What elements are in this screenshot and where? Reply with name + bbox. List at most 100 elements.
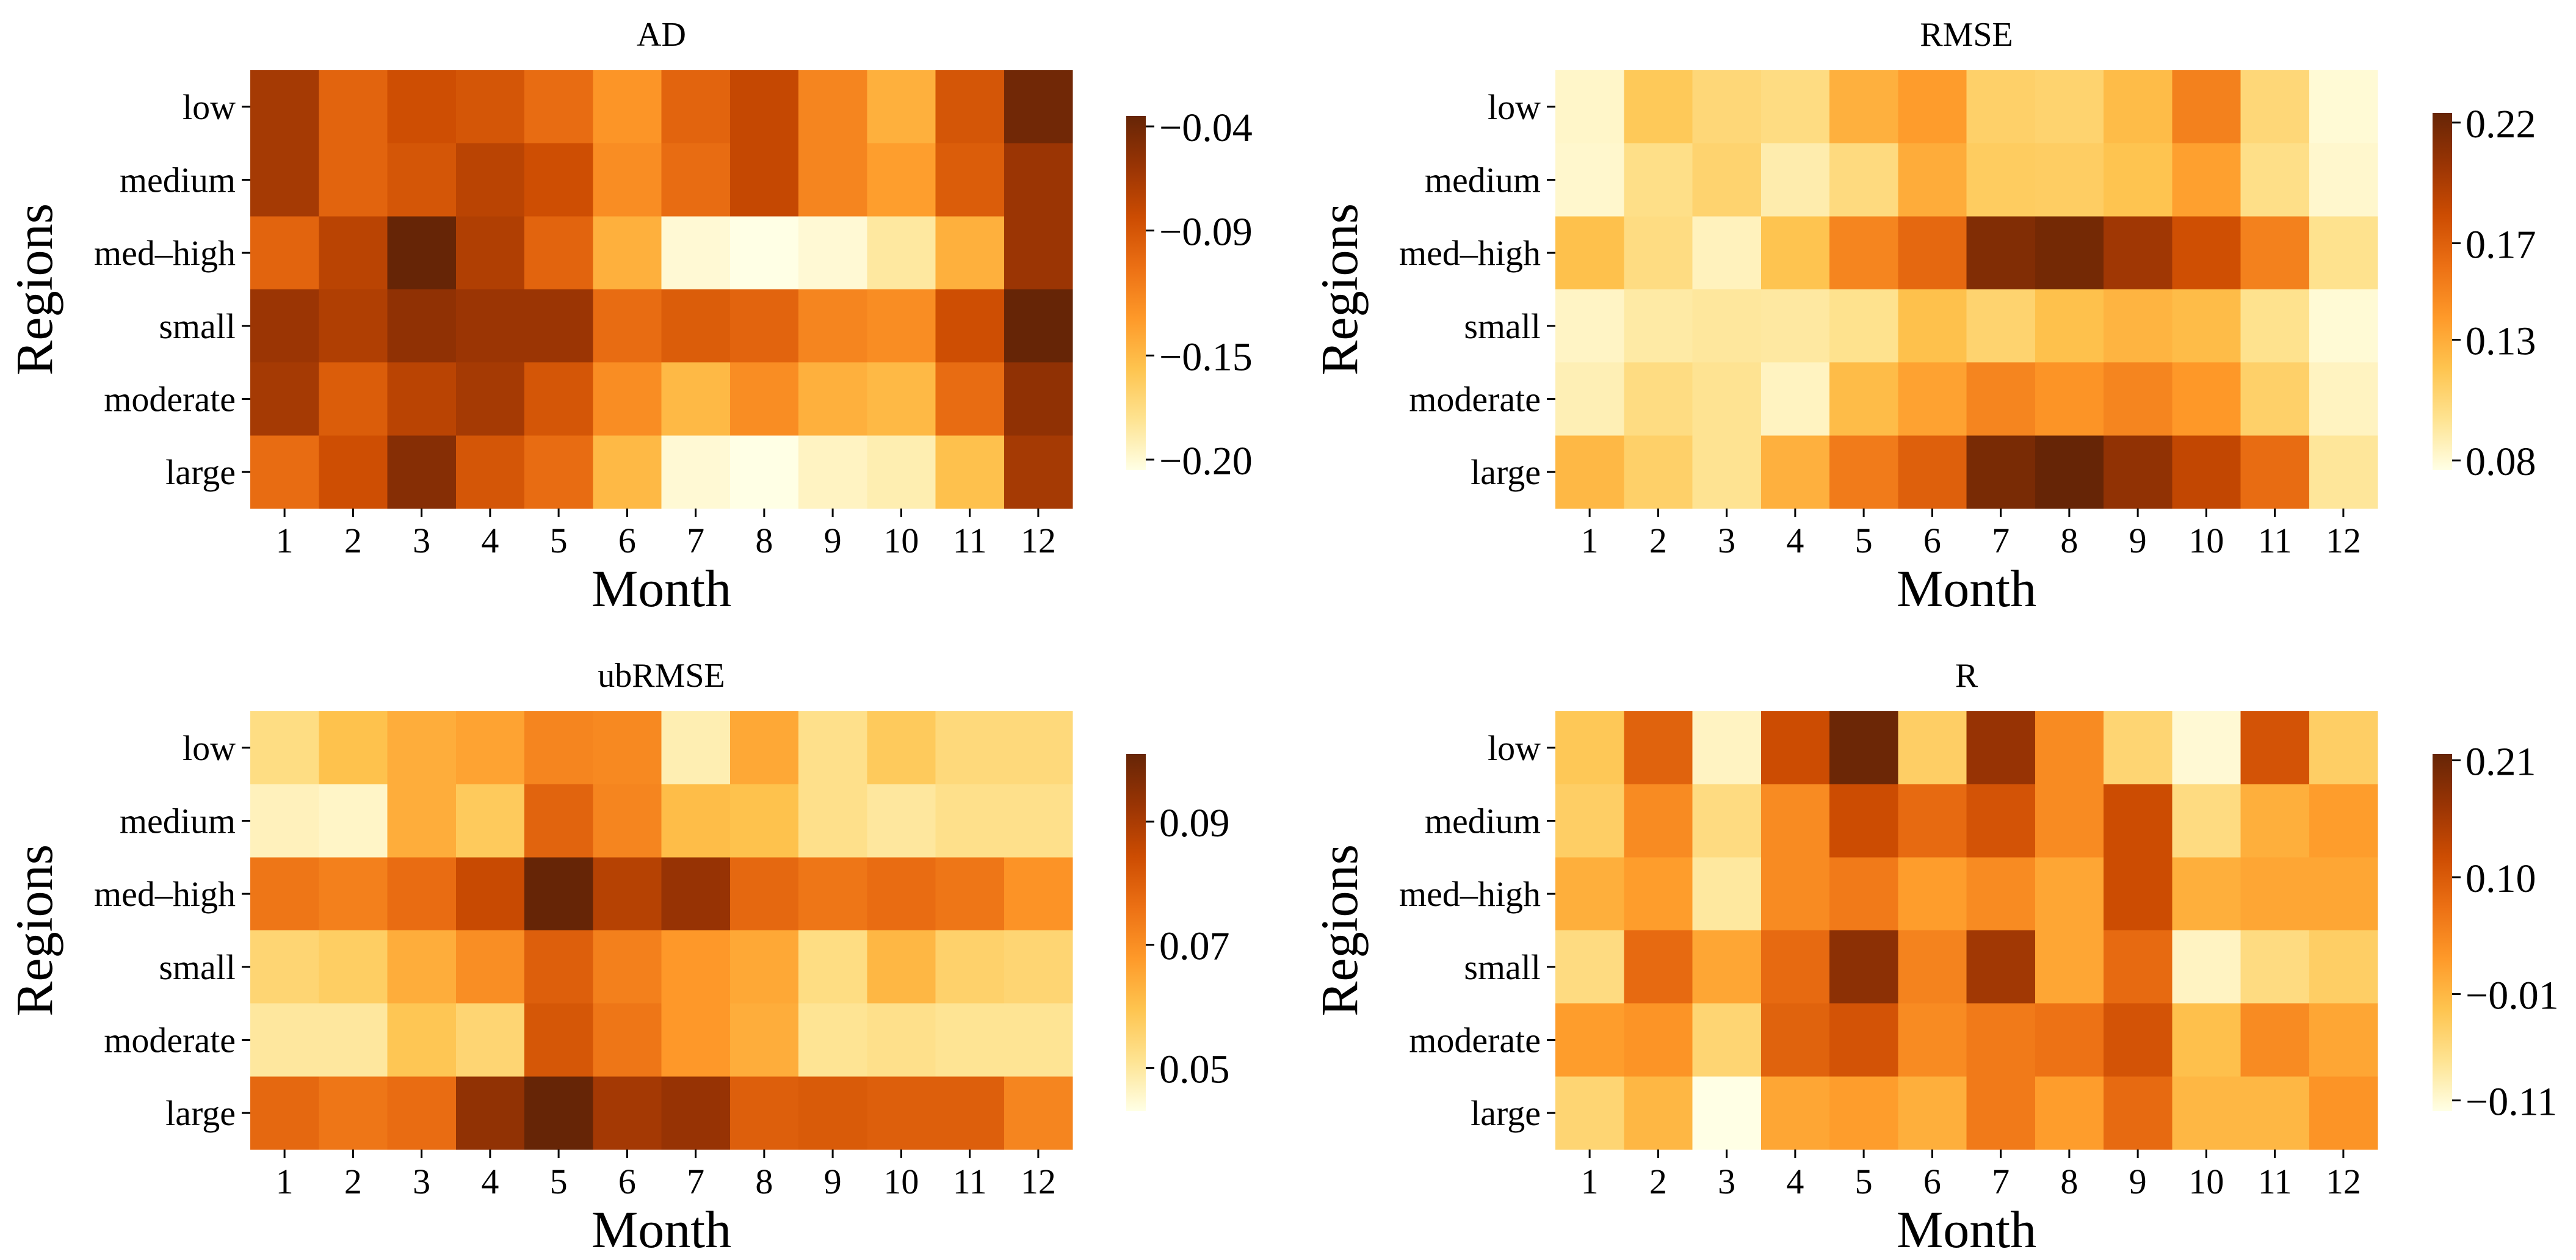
heatmap-cell — [1004, 784, 1073, 858]
heatmap-cell — [2035, 362, 2104, 436]
heatmap-cell — [2035, 289, 2104, 363]
heatmap-cell — [593, 289, 662, 363]
heatmap-cell — [319, 784, 388, 858]
heatmap-cell — [2309, 70, 2378, 144]
y-tick-label: small — [1464, 947, 1541, 987]
x-tick-label: 6 — [1923, 521, 1941, 560]
heatmap-cell — [455, 857, 525, 931]
x-tick-label: 1 — [276, 1162, 294, 1201]
heatmap-cell — [1966, 143, 2036, 217]
heatmap-cell — [250, 216, 319, 290]
heatmap-cell — [387, 143, 457, 217]
heatmap-cell — [1966, 216, 2036, 290]
x-tick-label: 11 — [953, 1162, 987, 1201]
heatmap-cell — [935, 1076, 1005, 1150]
x-tick-label: 7 — [1992, 521, 2010, 560]
heatmap-cell — [319, 435, 388, 509]
heatmap-cell — [661, 784, 731, 858]
heatmap-cell — [2104, 711, 2173, 785]
heatmap-cell — [867, 143, 936, 217]
heatmap-cell — [935, 216, 1005, 290]
heatmap-cell — [935, 143, 1005, 217]
x-tick-label: 8 — [755, 1162, 773, 1201]
heatmap-cell — [1624, 857, 1693, 931]
colorbar — [2433, 754, 2452, 1111]
heatmap-cell — [455, 1003, 525, 1077]
heatmap-cell — [867, 216, 936, 290]
heatmap-cell — [250, 289, 319, 363]
x-tick-label: 7 — [687, 521, 704, 560]
heatmap-cell — [867, 435, 936, 509]
heatmap-cell — [319, 857, 388, 931]
heatmap-cell — [387, 1076, 457, 1150]
chart-title: RMSE — [1920, 16, 2013, 54]
heatmap-cell — [2104, 784, 2173, 858]
heatmap-cell — [729, 857, 799, 931]
heatmap-cell — [661, 435, 731, 509]
y-tick-label: med–high — [94, 874, 236, 914]
y-tick-label: large — [165, 1093, 236, 1133]
colorbar-tick-label: 0.22 — [2466, 102, 2536, 147]
x-tick-label: 11 — [2258, 1162, 2292, 1201]
y-tick-label: medium — [1425, 802, 1541, 841]
x-tick-label: 5 — [1855, 1162, 1873, 1201]
heatmap-cell — [2240, 1076, 2310, 1150]
x-tick-label: 8 — [2060, 1162, 2078, 1201]
y-tick-label: medium — [1425, 161, 1541, 200]
heatmap-cell — [2240, 784, 2310, 858]
x-tick-label: 3 — [413, 521, 430, 560]
y-tick-label: large — [165, 452, 236, 492]
heatmap-cell — [319, 289, 388, 363]
heatmap-cell — [661, 289, 731, 363]
colorbar — [1126, 754, 1146, 1111]
heatmap-cell — [1624, 1076, 1693, 1150]
heatmap-cell — [1898, 1003, 1967, 1077]
x-tick-label: 2 — [1649, 1162, 1667, 1201]
heatmap-cell — [935, 435, 1005, 509]
heatmap-cell — [1760, 143, 1830, 217]
heatmap-cell — [1692, 143, 1762, 217]
heatmap-cell — [661, 930, 731, 1004]
heatmap-cell — [250, 1003, 319, 1077]
heatmap-cell — [387, 784, 457, 858]
heatmap-cell — [2172, 143, 2241, 217]
heatmap-cell — [2240, 1003, 2310, 1077]
x-tick-label: 6 — [618, 1162, 636, 1201]
heatmap-cell — [729, 362, 799, 436]
heatmap-cell — [1760, 435, 1830, 509]
heatmap-cell — [1692, 711, 1762, 785]
y-axis-label: Regions — [5, 203, 63, 375]
heatmap-cell — [1966, 435, 2036, 509]
heatmap-cell — [2240, 711, 2310, 785]
x-tick-label: 2 — [344, 521, 362, 560]
heatmap-cell — [1898, 1076, 1967, 1150]
heatmap-cell — [1692, 930, 1762, 1004]
heatmap-cell — [2240, 435, 2310, 509]
heatmap-cell — [2172, 1003, 2241, 1077]
heatmap-cell — [798, 857, 867, 931]
y-tick-label: small — [159, 947, 236, 987]
heatmap-cell — [387, 930, 457, 1004]
heatmap-cell — [593, 1003, 662, 1077]
y-tick-label: low — [1488, 728, 1541, 768]
heatmap-cell — [2104, 1003, 2173, 1077]
heatmap-cell — [319, 1003, 388, 1077]
heatmap-cell — [2309, 711, 2378, 785]
heatmap-cell — [935, 362, 1005, 436]
heatmap-cell — [1004, 362, 1073, 436]
heatmap-cell — [2240, 143, 2310, 217]
heatmap-cell — [1829, 70, 1898, 144]
colorbar-tick-label: 0.17 — [2466, 222, 2536, 267]
heatmap-cell — [1004, 216, 1073, 290]
x-axis-label: Month — [592, 1200, 731, 1257]
y-tick-label: med–high — [94, 233, 236, 273]
x-tick-label: 6 — [1923, 1162, 1941, 1201]
heatmap-cell — [250, 362, 319, 436]
heatmap-cell — [2172, 857, 2241, 931]
x-tick-label: 3 — [1718, 1162, 1735, 1201]
heatmap-cell — [455, 216, 525, 290]
heatmap-cell — [2104, 70, 2173, 144]
x-tick-label: 7 — [1992, 1162, 2010, 1201]
x-axis-label: Month — [1897, 559, 2036, 618]
